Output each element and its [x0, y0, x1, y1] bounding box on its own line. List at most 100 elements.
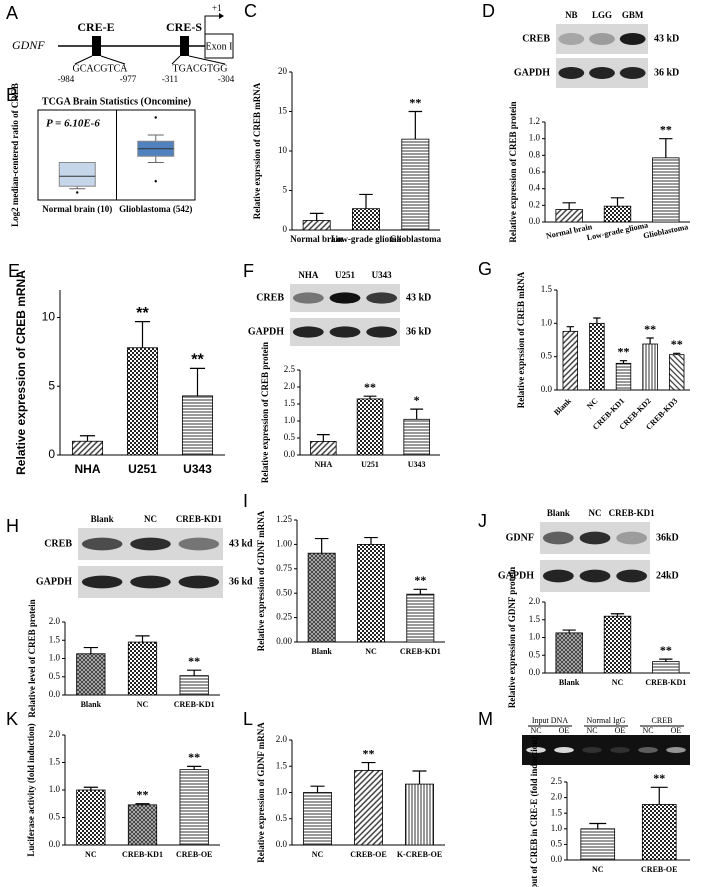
y-tick-label: 2.0: [276, 734, 288, 744]
lane-label: NC: [642, 726, 653, 735]
blot-band: [178, 537, 220, 551]
x-tick-label: NC: [592, 865, 604, 874]
x-tick-label: Blank: [552, 396, 573, 417]
zoom-lines: [171, 55, 226, 65]
bar: [179, 675, 209, 696]
element-label: CRE-E: [77, 20, 114, 34]
error-bar: [316, 434, 330, 442]
gel: [522, 735, 690, 765]
y-tick-label: 2.5: [551, 776, 563, 786]
lane-label: NHA: [298, 270, 319, 280]
y-tick-label: 0.6: [529, 166, 541, 176]
y-axis-label: Relative expression of CREB protein: [260, 342, 270, 483]
significance: **: [188, 750, 200, 764]
significance: **: [137, 788, 149, 802]
y-tick-label: 0.0: [49, 839, 61, 849]
x-tick-label: U251: [361, 460, 379, 469]
y-tick-label: 0.0: [529, 667, 541, 677]
y-tick-label: 1.2: [529, 116, 540, 126]
x-tick-label: CREB-KD1: [400, 647, 441, 656]
x-tick-label: K-CREB-OE: [397, 850, 442, 859]
blot-band: [366, 292, 398, 304]
error-bar: [187, 669, 202, 676]
x-tick-label: NC: [585, 396, 600, 411]
gel-band: [526, 747, 546, 753]
panel-letter: M: [478, 709, 493, 729]
lane-label: NB: [565, 10, 578, 20]
x-tick-label: CREB-OE: [350, 850, 386, 859]
lane-label: NC: [586, 726, 597, 735]
row-label: GAPDH: [36, 576, 72, 587]
y-tick-label: 10: [42, 310, 56, 324]
error-bar: [589, 822, 607, 829]
bar: [641, 804, 677, 861]
x-tick-label: CREB-KD1: [174, 700, 215, 709]
lane-label: GBM: [622, 10, 644, 20]
y-tick-label: 20: [278, 66, 288, 76]
y-tick-label: 0.5: [276, 813, 288, 823]
x-tick-label: NHA: [75, 462, 101, 476]
position: -311: [162, 74, 178, 84]
error-bar: [314, 537, 329, 554]
y-tick-label: 1.0: [529, 133, 541, 143]
bar: [401, 138, 430, 231]
y-axis-label: Log2 median-centered ratio of CREB: [10, 83, 20, 227]
x-tick-label: U251: [128, 462, 157, 476]
x-tick-label: NC: [312, 850, 324, 859]
blot-band: [619, 67, 646, 79]
size-label: 36 kD: [654, 67, 679, 78]
lane-label: U251: [335, 270, 355, 280]
y-tick-label: 0.0: [284, 449, 296, 459]
bar: [603, 615, 632, 674]
significance: **: [191, 352, 204, 369]
panel-letter: L: [243, 709, 253, 729]
y-tick-label: 0.2: [529, 199, 540, 209]
x-tick-label: CREB-OE: [176, 850, 212, 859]
panel-letter: G: [478, 259, 492, 279]
error-bar: [361, 761, 376, 771]
significance: **: [618, 344, 630, 358]
lane-label: OE: [559, 726, 570, 735]
x-tick-label: Glioblastoma: [642, 222, 689, 240]
outlier: [76, 191, 79, 194]
significance: **: [660, 643, 672, 657]
bar: [555, 209, 583, 223]
x-tick-label: U343: [408, 460, 426, 469]
y-tick-label: 0.0: [529, 216, 541, 226]
y-tick-label: 5: [48, 378, 55, 392]
bar: [652, 661, 680, 674]
blot-band: [329, 326, 361, 338]
tss-arrow: [204, 15, 222, 34]
size-label: 36 kD: [406, 326, 431, 337]
bar: [127, 641, 158, 696]
x-tick-label: Blank: [81, 700, 102, 709]
group-label: CREB: [652, 716, 673, 725]
size-label: 36 kd: [229, 576, 253, 587]
error-bar: [408, 110, 423, 140]
bar: [71, 440, 104, 456]
error-bar: [189, 367, 206, 396]
position: -304: [218, 74, 235, 84]
significance: **: [671, 337, 683, 351]
bar: [589, 322, 605, 391]
bar: [179, 769, 209, 846]
y-tick-label: 1.0: [284, 415, 296, 425]
panel-letter: E: [8, 261, 20, 281]
blot-band: [178, 575, 220, 589]
y-tick-label: 2.0: [529, 596, 541, 606]
y-tick-label: 1.5: [276, 760, 288, 770]
bar: [357, 544, 385, 643]
x-tick-label: U343: [183, 462, 212, 476]
y-tick-label: 0.5: [49, 812, 61, 822]
significance: **: [136, 305, 149, 322]
x-tick-label: NC: [365, 647, 377, 656]
error-bar: [619, 360, 628, 364]
y-tick-label: 2.5: [284, 364, 296, 374]
error-bar: [413, 588, 428, 595]
error-bar: [79, 435, 96, 442]
x-tick-label: NHA: [314, 460, 332, 469]
error-bar: [562, 629, 576, 633]
y-tick-label: 2.0: [551, 792, 563, 802]
blot-band: [558, 33, 585, 45]
